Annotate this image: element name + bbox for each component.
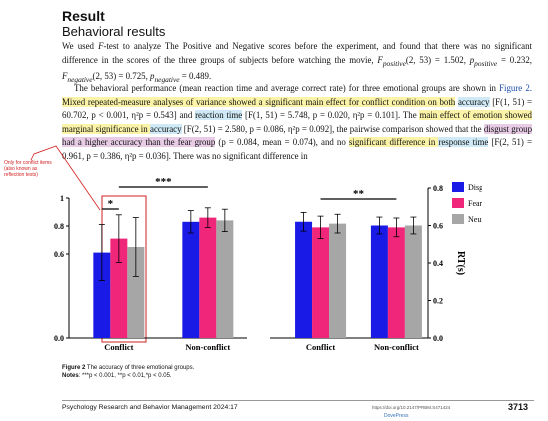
footer-rule <box>62 400 534 401</box>
legend-label-disgust: Disgust <box>468 183 482 192</box>
bar-fear-non-conflict <box>199 217 217 338</box>
y-tick-label: 0.6 <box>54 250 64 259</box>
legend-swatch-neural <box>452 214 464 224</box>
bar-disgust-non-conflict <box>370 225 388 338</box>
bar-neural-conflict <box>127 247 145 338</box>
x-tick-label: Non-conflict <box>185 342 230 352</box>
significance-label: ** <box>353 188 365 200</box>
legend-swatch-fear <box>452 198 464 208</box>
y-tick-label: 0.6 <box>433 222 443 231</box>
publisher-logo: DovePress <box>384 413 409 419</box>
bar-neural-non-conflict <box>404 225 422 338</box>
paragraph-2: The behavioral performance (mean reactio… <box>62 83 533 161</box>
y-tick-label: 0.4 <box>433 259 443 268</box>
y-tick-label: 1 <box>60 194 64 203</box>
margin-annotation: Only for conflict items (also known as r… <box>4 160 52 178</box>
significance-label: * <box>108 198 114 210</box>
paragraph-1: We used F-test to analyze The Positive a… <box>62 41 532 84</box>
figure-2: 0.00.60.81ACCConflictNon-conflict****0.0… <box>54 176 482 352</box>
x-tick-label: Conflict <box>104 342 133 352</box>
legend-label-neural: Neural <box>468 215 482 224</box>
figure-link[interactable]: Figure 2. <box>499 83 532 93</box>
y-axis-label: RT(s) <box>455 251 466 275</box>
bar-neural-conflict <box>329 223 347 338</box>
x-tick-label: Non-conflict <box>374 342 419 352</box>
legend-swatch-disgust <box>452 182 464 192</box>
significance-label: *** <box>155 176 172 188</box>
y-tick-label: 0.0 <box>54 334 64 343</box>
bar-neural-non-conflict <box>216 220 234 338</box>
y-tick-label: 0.0 <box>433 334 443 343</box>
y-tick-label: 0.2 <box>433 297 443 306</box>
bar-disgust-conflict <box>295 221 313 338</box>
y-tick-label: 0.8 <box>54 222 64 231</box>
figure-caption: Figure 2 The accuracy of three emotional… <box>62 365 195 379</box>
legend-label-fear: Fear <box>468 199 482 208</box>
bar-disgust-conflict <box>93 252 111 338</box>
x-tick-label: Conflict <box>306 342 335 352</box>
page-number: 3713 <box>508 402 529 412</box>
bar-disgust-non-conflict <box>182 221 200 338</box>
footer-journal: Psychology Research and Behavior Managem… <box>62 404 238 411</box>
section-heading: Result <box>62 8 105 24</box>
bar-fear-non-conflict <box>387 227 405 338</box>
bar-fear-conflict <box>312 227 330 338</box>
doi-link[interactable]: https://doi.org/10.2147/PRBM.S471424 <box>372 405 451 410</box>
subsection-heading: Behavioral results <box>62 24 166 39</box>
bar-fear-conflict <box>110 238 128 338</box>
y-tick-label: 0.8 <box>433 184 443 193</box>
